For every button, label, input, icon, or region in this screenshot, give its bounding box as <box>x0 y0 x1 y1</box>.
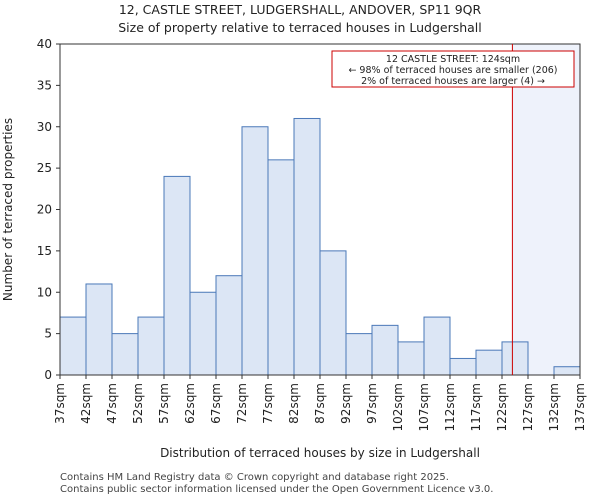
chart-title: 12, CASTLE STREET, LUDGERSHALL, ANDOVER,… <box>118 2 482 17</box>
x-axis-label: Distribution of terraced houses by size … <box>160 446 480 460</box>
y-tick-label: 25 <box>37 161 52 175</box>
x-tick-label: 42sqm <box>79 383 93 424</box>
bar-47sqm <box>111 333 139 376</box>
x-tick-label: 62sqm <box>183 383 197 424</box>
x-tick-label: 92sqm <box>339 383 353 424</box>
bar-62sqm <box>189 291 217 376</box>
x-tick-label: 102sqm <box>391 383 405 431</box>
bar-67sqm <box>215 275 243 376</box>
y-tick-label: 40 <box>37 37 52 51</box>
bar-107sqm <box>423 316 451 376</box>
x-tick-label: 132sqm <box>547 383 561 431</box>
x-tick-label: 107sqm <box>417 383 431 431</box>
y-tick-label: 5 <box>44 327 52 341</box>
annotation-line-1: 12 CASTLE STREET: 124sqm <box>386 54 520 65</box>
x-tick-label: 82sqm <box>287 383 301 424</box>
y-tick-label: 20 <box>37 203 52 217</box>
x-tick-label: 137sqm <box>573 383 587 431</box>
histogram-chart: 0 5 10 15 20 25 30 35 40 37sqm 42sqm 47sqm 52sqm 57s… <box>1 37 587 460</box>
bar-102sqm <box>397 341 425 376</box>
y-tick-label: 10 <box>37 285 52 299</box>
bar-132sqm <box>553 366 581 376</box>
bar-122sqm <box>501 341 529 376</box>
bar-52sqm <box>137 316 165 376</box>
y-tick-label: 35 <box>37 78 52 92</box>
bar-97sqm <box>371 324 399 376</box>
bar-37sqm <box>59 316 87 376</box>
bar-82sqm <box>293 117 321 376</box>
footer-licence: Contains public sector information licen… <box>60 484 494 495</box>
bar-42sqm <box>85 283 113 376</box>
y-tick-label: 15 <box>37 244 52 258</box>
x-tick-label: 67sqm <box>209 383 223 424</box>
annotation-line-3: 2% of terraced houses are larger (4) → <box>361 76 545 87</box>
bar-57sqm <box>163 175 191 376</box>
x-tick-label: 77sqm <box>261 383 275 424</box>
bar-117sqm <box>475 349 503 376</box>
x-tick-label: 87sqm <box>313 383 327 424</box>
x-tick-label: 112sqm <box>443 383 457 431</box>
x-tick-label: 47sqm <box>105 383 119 424</box>
annotation-box <box>331 50 575 88</box>
x-tick-label: 122sqm <box>495 383 509 431</box>
x-tick-label: 97sqm <box>365 383 379 424</box>
x-tick-label: 52sqm <box>131 383 145 424</box>
x-tick-label: 117sqm <box>469 383 483 431</box>
x-tick-label: 72sqm <box>235 383 249 424</box>
bar-112sqm <box>449 357 477 376</box>
y-tick-label: 0 <box>44 368 52 382</box>
bar-72sqm <box>241 126 269 376</box>
chart-subtitle: Size of property relative to terraced ho… <box>118 20 482 35</box>
bar-77sqm <box>267 159 295 376</box>
x-tick-label: 37sqm <box>53 383 67 424</box>
x-tick-label: 57sqm <box>157 383 171 424</box>
y-tick-label: 30 <box>37 120 52 134</box>
bar-87sqm <box>319 250 347 376</box>
annotation-line-2: ← 98% of terraced houses are smaller (20… <box>348 65 557 76</box>
x-tick-label: 127sqm <box>521 383 535 431</box>
bar-92sqm <box>345 333 373 376</box>
footer-copyright: Contains HM Land Registry data © Crown c… <box>60 472 449 483</box>
y-axis-label: Number of terraced properties <box>1 118 15 301</box>
larger-properties-shade <box>512 44 580 375</box>
